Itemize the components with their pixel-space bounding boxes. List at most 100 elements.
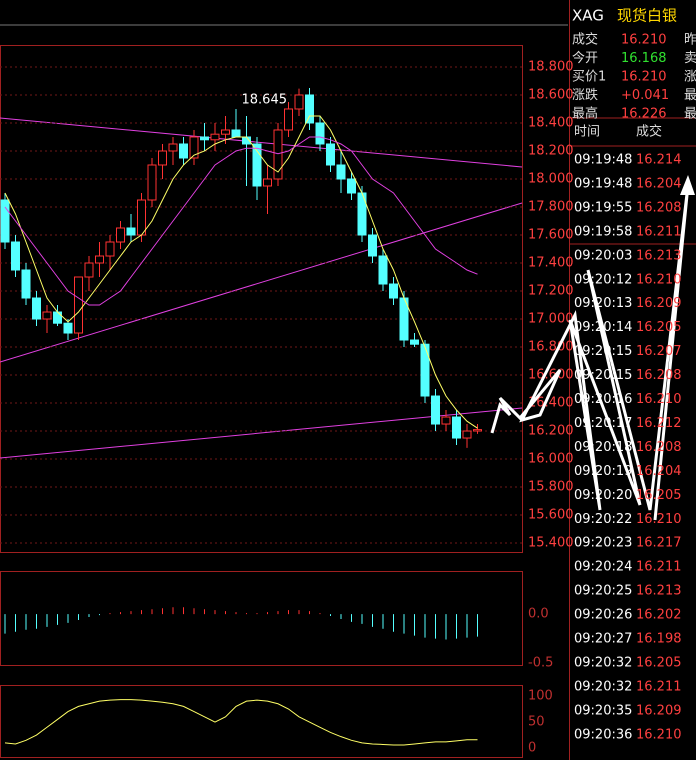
y-tick-label: 15.400: [528, 536, 574, 551]
code: XAG: [572, 7, 604, 25]
candle-body: [389, 283, 398, 299]
kdj-frame: [0, 685, 523, 758]
candle-body: [221, 129, 230, 135]
candle-body: [336, 164, 346, 180]
quote-label: 最: [684, 88, 696, 103]
trade-time: 09:20:20: [574, 488, 632, 503]
y-tick-label: 18.000: [528, 171, 574, 186]
candle-body: [95, 255, 104, 264]
trade-time: 09:20:12: [574, 272, 632, 287]
candle-body: [53, 311, 62, 324]
candle-body: [263, 178, 272, 187]
quote-label: 成交: [572, 32, 598, 48]
candle-body: [200, 136, 209, 141]
candle-body: [105, 241, 115, 257]
candle-body: [116, 227, 125, 243]
trade-time: 09:20:25: [574, 584, 632, 599]
quote-label: 最: [684, 107, 696, 122]
y-tick-label: 17.400: [528, 256, 574, 271]
high-label: 18.645: [242, 93, 288, 108]
candle-body: [231, 129, 241, 138]
y-tick-label: 15.600: [528, 508, 574, 523]
candle-body: [410, 339, 419, 345]
trade-price: 16.204: [636, 176, 682, 191]
quote-label: 今开: [572, 50, 598, 66]
candle-body: [168, 143, 178, 152]
trade-price: 16.207: [636, 344, 682, 359]
y-tick-label: 18.800: [528, 59, 574, 74]
y-tick-label: 16.400: [528, 396, 574, 411]
trade-time: 09:19:55: [574, 200, 632, 215]
name: 现货白银: [617, 7, 677, 25]
candle-body: [42, 311, 52, 320]
trade-price: 16.209: [636, 703, 682, 718]
candle-body: [326, 143, 335, 166]
macd-frame: [0, 571, 523, 666]
y-tick-label: 100: [528, 688, 553, 703]
y-tick-label: -0.5: [528, 656, 553, 671]
ma-line: [4, 115, 478, 429]
trade-price: 16.208: [636, 200, 682, 215]
trade-time: 09:20:15: [574, 368, 632, 383]
trade-price: 16.204: [636, 464, 682, 479]
trade-price: 16.205: [636, 655, 682, 670]
trade-price: 16.202: [636, 608, 682, 623]
chart: 18.800 18.600 18.400 18.200 18.000 17.800 17.6…: [0, 59, 574, 756]
y-tick-label: 0: [528, 741, 536, 756]
trade-price: 16.205: [636, 320, 682, 335]
trade-price: 16.217: [636, 536, 682, 551]
candle-body: [147, 164, 157, 201]
trade-time: 09:20:22: [574, 512, 632, 527]
candle-body: [252, 143, 262, 187]
quote-value: +0.041: [621, 88, 669, 103]
candle-body: [126, 227, 136, 236]
trade-time: 09:19:58: [574, 224, 632, 239]
trade-time: 09:20:35: [574, 703, 632, 718]
candle-body: [11, 241, 20, 271]
trade-time: 09:20:13: [574, 296, 632, 311]
y-tick-label: 16.200: [528, 424, 574, 439]
candle-body: [189, 136, 199, 159]
candle-body: [158, 150, 167, 166]
trade-time: 09:20:36: [574, 727, 632, 742]
trade-time: 09:20:23: [574, 536, 632, 551]
trend-line: [0, 407, 523, 459]
trade-price: 16.198: [636, 632, 682, 647]
trend-line: [0, 202, 523, 363]
y-tick-label: 0.0: [528, 607, 549, 622]
y-tick-label: 50: [528, 715, 545, 730]
trade-time: 09:20:19: [574, 464, 632, 479]
y-tick-label: 18.400: [528, 115, 574, 130]
candle-body: [441, 416, 451, 425]
y-tick-label: 18.200: [528, 143, 574, 158]
trade-price: 16.212: [636, 416, 682, 431]
y-tick-label: 17.200: [528, 284, 574, 299]
candle-body: [368, 234, 377, 257]
trade-price: 16.210: [636, 272, 682, 287]
y-tick-label: 17.800: [528, 199, 574, 214]
y-tick-label: 17.000: [528, 312, 574, 327]
candle-body: [305, 94, 314, 124]
quote-label: 卖: [684, 51, 696, 66]
candle-body: [179, 143, 188, 159]
trade-price: 16.211: [636, 224, 682, 239]
quote-label: 昨: [684, 33, 696, 48]
candle-body: [294, 94, 304, 110]
quote-label: 买价1: [572, 70, 606, 85]
trade-time: 09:20:26: [574, 608, 632, 623]
trade-time: 09:19:48: [574, 153, 632, 168]
quote-value: 16.168: [621, 51, 667, 66]
candle-body: [63, 322, 73, 334]
table-header: 时间: [574, 125, 600, 140]
table-header: 成交: [636, 124, 662, 140]
arrow-drawing: [490, 184, 690, 521]
trade-price: 16.205: [636, 488, 682, 503]
trade-price: 16.211: [636, 560, 682, 575]
y-tick-label: 16.600: [528, 368, 574, 383]
candle-body: [473, 429, 482, 432]
trade-price: 16.214: [636, 153, 682, 168]
price-frame: [0, 45, 523, 553]
trade-price: 16.208: [636, 440, 682, 455]
candle-body: [347, 178, 356, 194]
candle-body: [210, 133, 220, 141]
